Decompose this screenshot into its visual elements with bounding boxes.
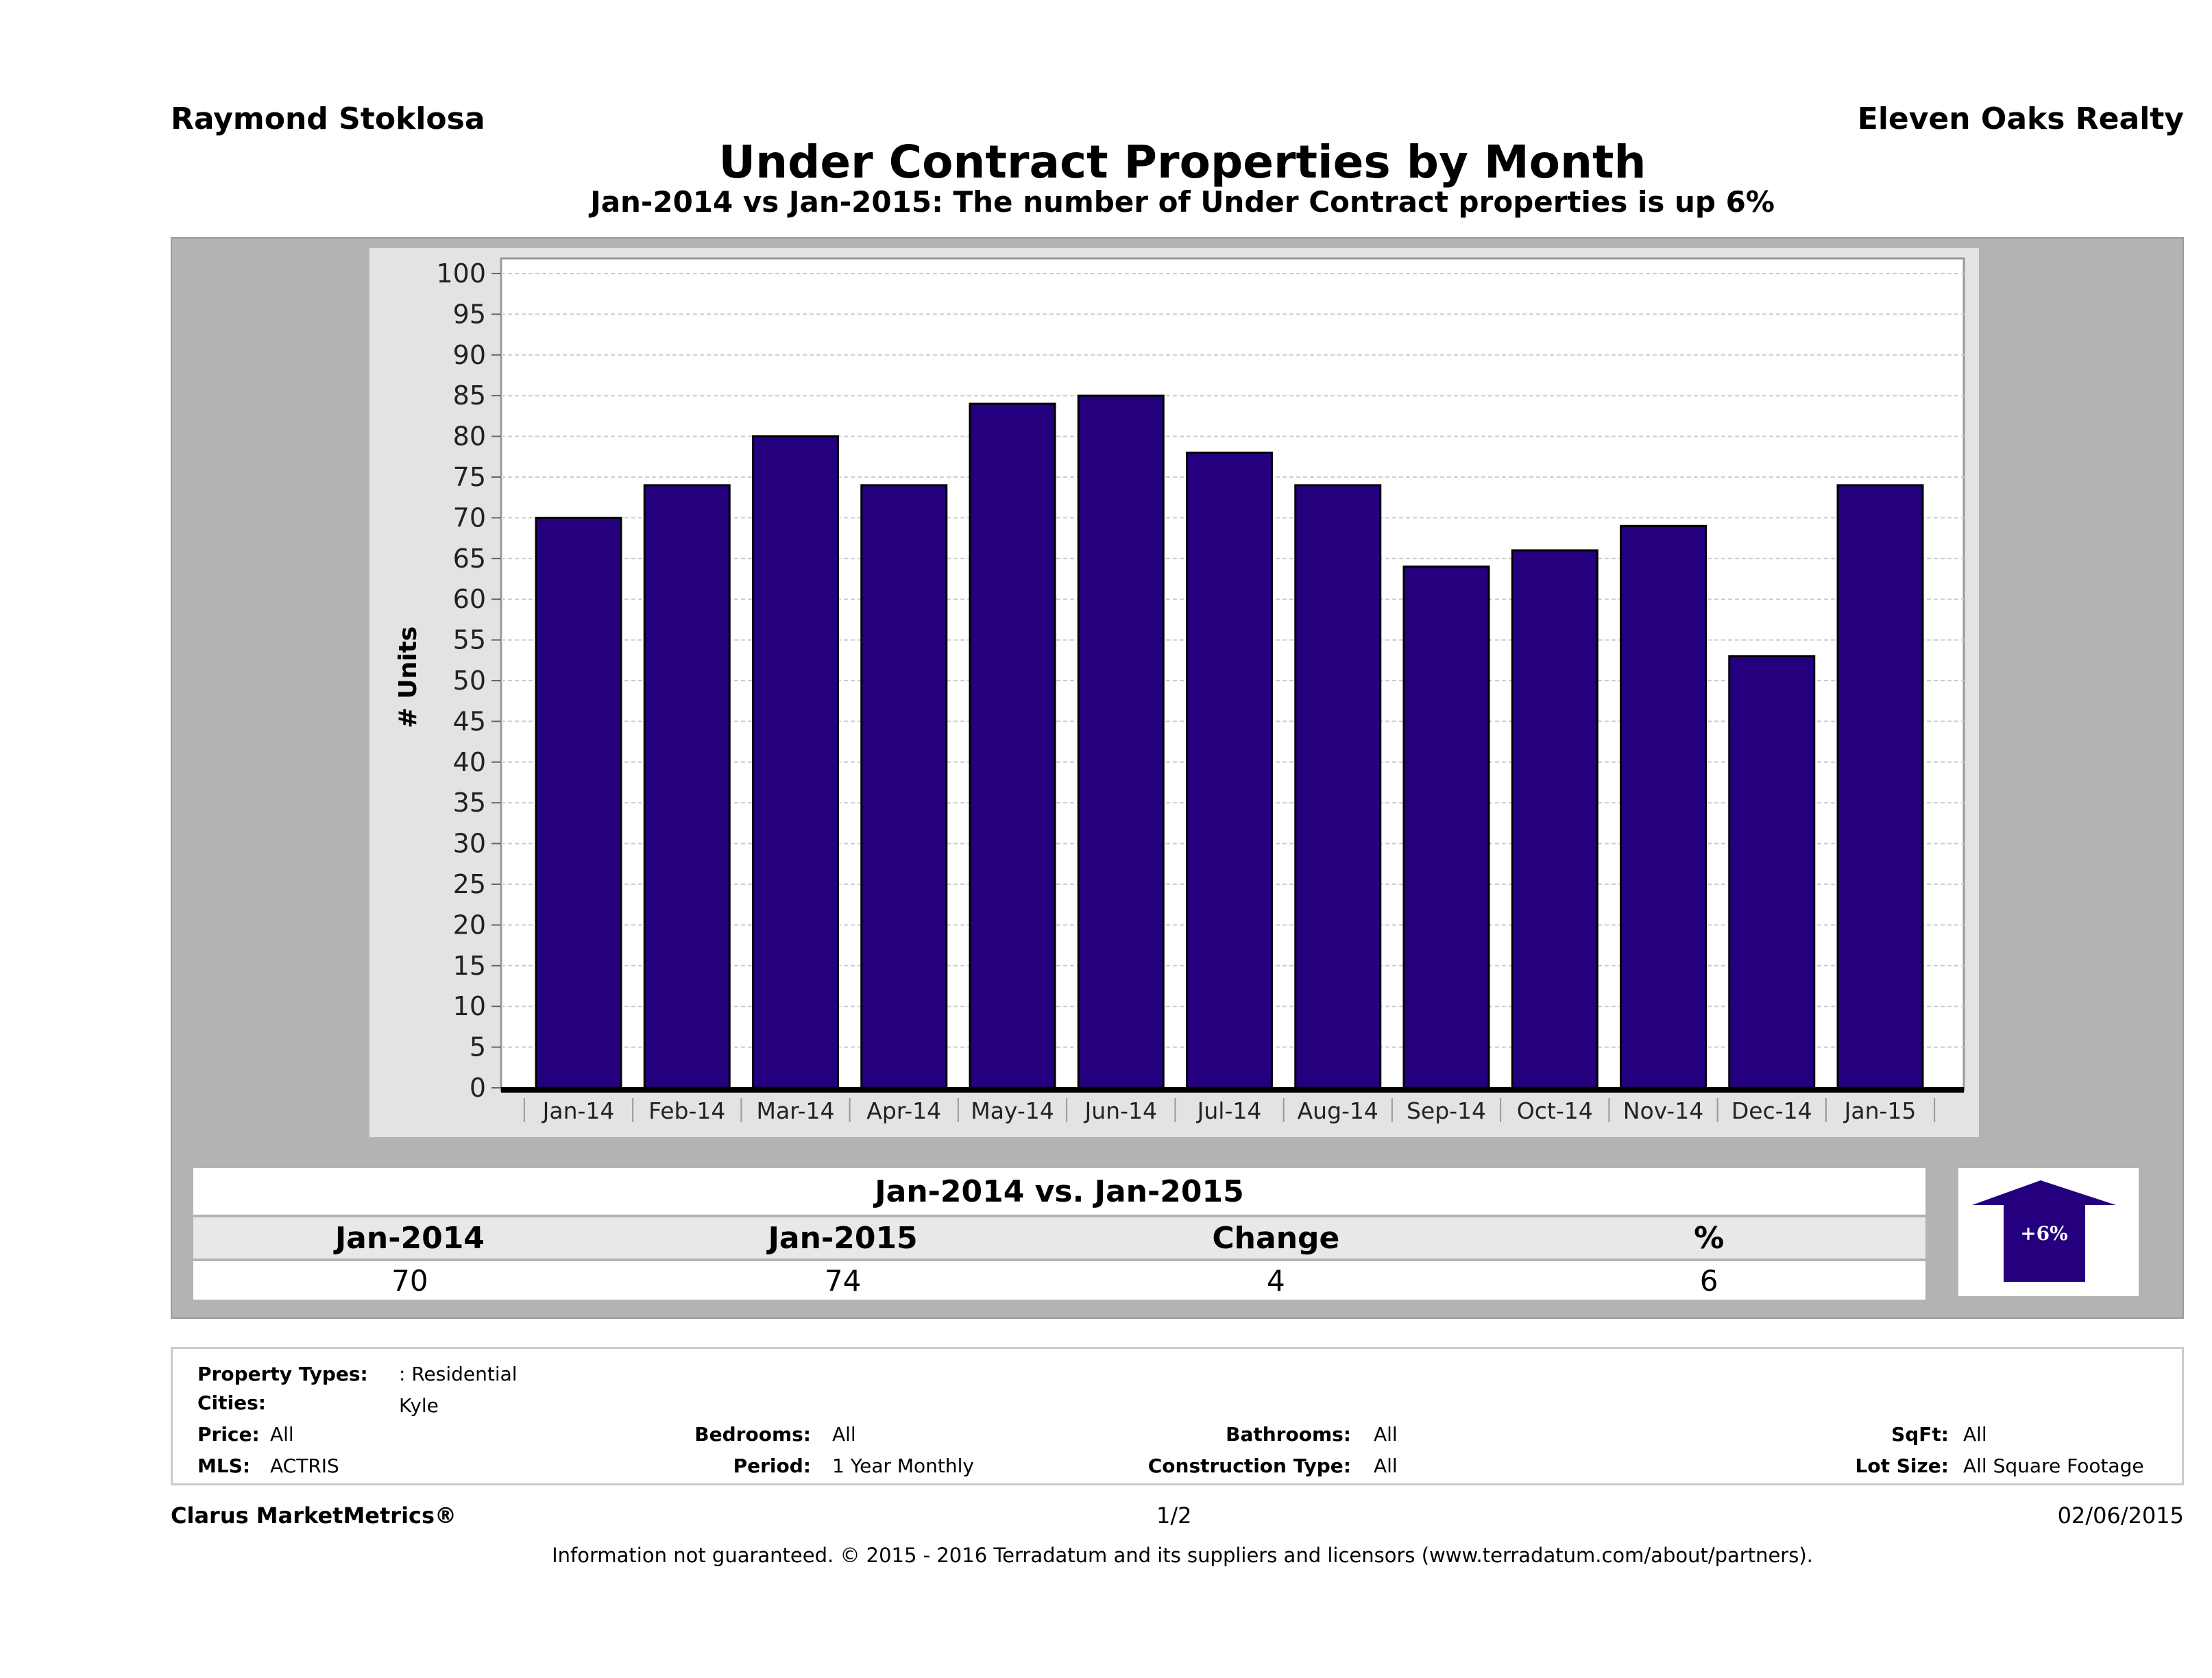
- page-number: 1/2: [1156, 1503, 1192, 1529]
- y-tick-label: 45: [453, 706, 486, 736]
- arrow-label: +6%: [2020, 1222, 2068, 1245]
- bar: [535, 516, 622, 1089]
- label: Property Types:: [197, 1363, 368, 1385]
- y-tick-label: 5: [470, 1032, 486, 1062]
- label: MLS:: [197, 1455, 251, 1477]
- value: All: [1963, 1423, 1987, 1446]
- bar: [1836, 484, 1924, 1089]
- y-tick-label: 75: [453, 462, 486, 492]
- stat-label: Change: [1212, 1220, 1340, 1256]
- x-tick-label: Jan-14: [542, 1097, 615, 1124]
- y-tick-label: 30: [453, 829, 486, 859]
- value: 1 Year Monthly: [832, 1455, 975, 1477]
- x-tick-label: May-14: [971, 1097, 1054, 1124]
- y-tick-label: 85: [453, 380, 486, 411]
- x-tick-label: Jul-14: [1196, 1097, 1262, 1124]
- criteria-box: Property Types: : Residential Cities: Ky…: [171, 1347, 2184, 1485]
- bar: [1077, 394, 1165, 1089]
- change-arrow: +6%: [1958, 1168, 2139, 1296]
- value: : Residential: [399, 1363, 518, 1385]
- label: Period:: [733, 1455, 811, 1477]
- bar: [1402, 566, 1490, 1089]
- disclaimer: Information not guaranteed. © 2015 - 201…: [552, 1544, 1813, 1567]
- y-tick-label: 35: [453, 788, 486, 818]
- stat-value: 74: [824, 1263, 862, 1298]
- brand: Clarus MarketMetrics®: [171, 1503, 457, 1529]
- x-tick-label: Apr-14: [866, 1097, 941, 1124]
- stat-label: Jan-2015: [768, 1220, 918, 1256]
- bar: [1728, 655, 1816, 1089]
- stats-heading-text: Jan-2014 vs. Jan-2015: [875, 1174, 1244, 1209]
- label: SqFt:: [1891, 1423, 1949, 1446]
- bar: [1620, 524, 1707, 1089]
- y-tick-label: 60: [453, 584, 486, 614]
- value: All: [832, 1423, 856, 1446]
- arrow-up-icon: +6%: [1972, 1180, 2116, 1282]
- label: Bedrooms:: [694, 1423, 811, 1446]
- bar: [643, 484, 731, 1089]
- y-tick-label: 70: [453, 502, 486, 533]
- y-tick-label: 0: [470, 1073, 486, 1103]
- y-tick-label: 95: [453, 299, 486, 329]
- value: Kyle: [399, 1394, 439, 1417]
- stat-value: 4: [1267, 1263, 1285, 1298]
- bar: [1294, 484, 1382, 1089]
- y-tick-label: 90: [453, 340, 486, 370]
- label: Price:: [197, 1423, 260, 1446]
- y-tick-label: 15: [453, 951, 486, 981]
- x-tick-label: Aug-14: [1298, 1097, 1378, 1124]
- y-tick-label: 40: [453, 747, 486, 777]
- chart-title: Under Contract Properties by Month: [718, 136, 1646, 189]
- label: Construction Type:: [1147, 1455, 1351, 1477]
- bar: [752, 435, 839, 1089]
- y-tick-label: 55: [453, 625, 486, 655]
- stats-values: 70 74 4 6: [193, 1261, 1925, 1300]
- x-tick-label: Nov-14: [1623, 1097, 1703, 1124]
- label: Lot Size:: [1855, 1455, 1949, 1477]
- value: ACTRIS: [270, 1455, 339, 1477]
- y-tick-label: 10: [453, 991, 486, 1021]
- y-tick-label: 80: [453, 422, 486, 452]
- y-tick-label: 100: [436, 258, 486, 289]
- bar: [860, 484, 948, 1089]
- value: All Square Footage: [1963, 1455, 2144, 1477]
- bar: [1511, 549, 1599, 1089]
- stats-labels: Jan-2014 Jan-2015 Change %: [193, 1217, 1925, 1258]
- x-tick-label: Jan-15: [1843, 1097, 1917, 1124]
- y-tick-label: 25: [453, 869, 486, 899]
- stat-value: 70: [391, 1263, 428, 1298]
- y-tick-label: 50: [453, 666, 486, 696]
- stat-label: Jan-2014: [335, 1220, 485, 1256]
- stats-heading: Jan-2014 vs. Jan-2015: [193, 1168, 1925, 1215]
- x-tick-label: Feb-14: [648, 1097, 725, 1124]
- x-tick-label: Oct-14: [1517, 1097, 1593, 1124]
- value: All: [1374, 1455, 1398, 1477]
- label: Cities:: [197, 1391, 266, 1414]
- stat-label: %: [1694, 1220, 1725, 1256]
- label: Bathrooms:: [1226, 1423, 1351, 1446]
- report-date: 02/06/2015: [2057, 1503, 2184, 1529]
- x-tick-label: Jun-14: [1084, 1097, 1157, 1124]
- x-tick-label: Sep-14: [1407, 1097, 1486, 1124]
- stat-value: 6: [1699, 1263, 1718, 1298]
- y-tick-label: 65: [453, 544, 486, 574]
- company-name: Eleven Oaks Realty: [1857, 101, 2184, 136]
- value: All: [270, 1423, 294, 1446]
- bar: [969, 402, 1056, 1089]
- y-axis-label: # Units: [394, 627, 422, 729]
- x-tick-label: Dec-14: [1731, 1097, 1812, 1124]
- agent-name: Raymond Stoklosa: [171, 101, 485, 136]
- chart-area: 0 5 10 15 20 25 30 35 40 45 50 55 60 65 70 75 80 85 90 95 10…: [369, 248, 1979, 1137]
- value: All: [1374, 1423, 1398, 1446]
- bar-chart: 0 5 10 15 20 25 30 35 40 45 50 55 60 65 70 75 80 85 90 95 10…: [394, 257, 1965, 1124]
- y-tick-label: 20: [453, 910, 486, 940]
- x-tick-label: Mar-14: [756, 1097, 834, 1124]
- chart-subtitle: Jan-2014 vs Jan-2015: The number of Unde…: [590, 185, 1775, 219]
- bar: [1186, 451, 1273, 1089]
